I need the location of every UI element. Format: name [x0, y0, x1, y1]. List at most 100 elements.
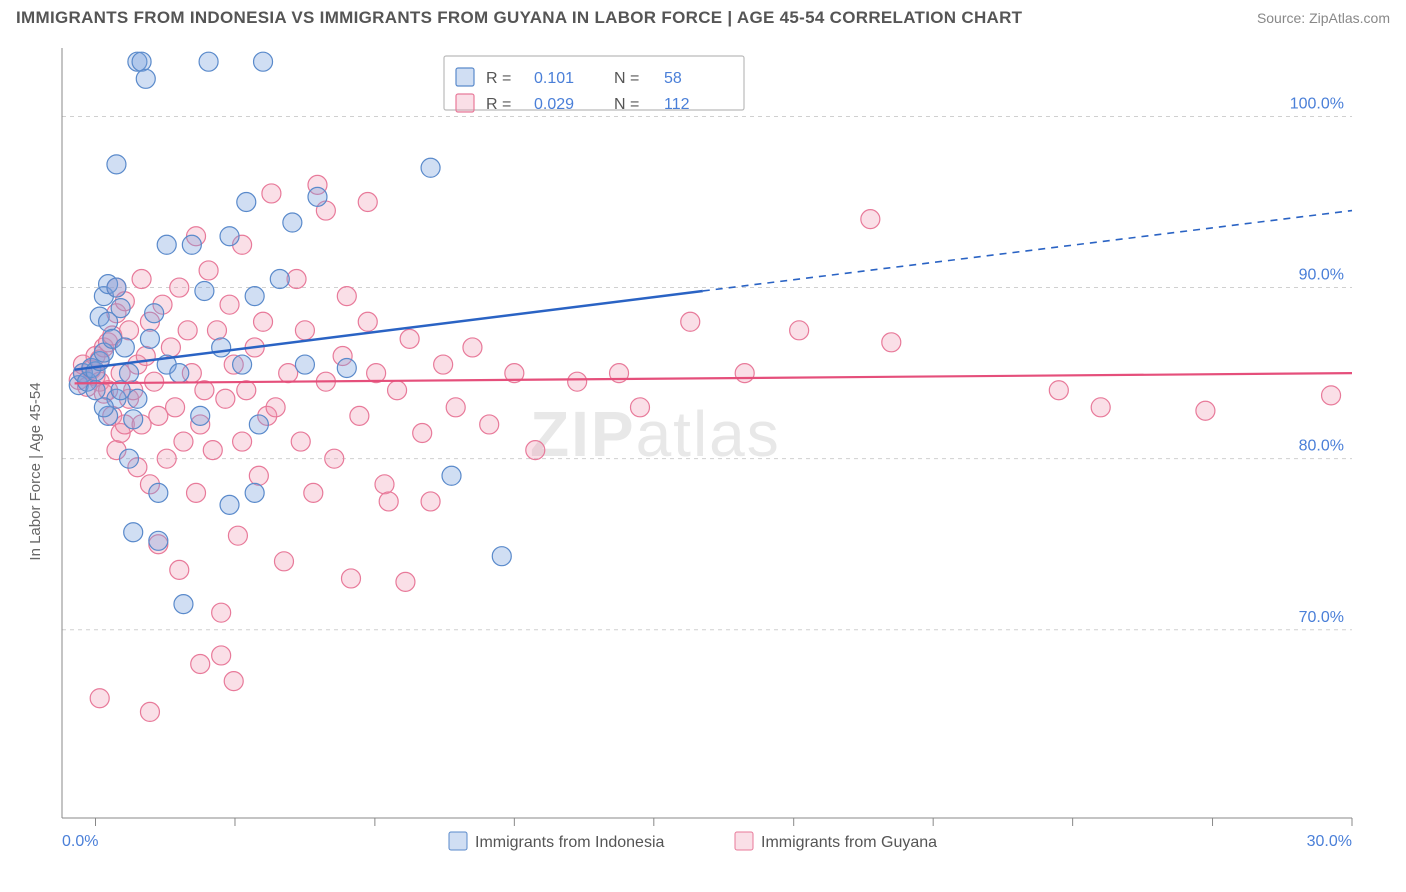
point-guyana	[413, 424, 432, 443]
legend-series-label: Immigrants from Indonesia	[475, 834, 665, 851]
point-guyana	[149, 406, 168, 425]
point-guyana	[1049, 381, 1068, 400]
point-indonesia	[145, 304, 164, 323]
point-guyana	[421, 492, 440, 511]
point-indonesia	[124, 410, 143, 429]
legend-r-value: 0.029	[534, 96, 574, 113]
y-axis-label: 90.0%	[1299, 267, 1344, 284]
y-axis-label: 100.0%	[1290, 95, 1344, 112]
point-guyana	[295, 321, 314, 340]
point-indonesia	[212, 338, 231, 357]
point-guyana	[203, 441, 222, 460]
point-indonesia	[174, 595, 193, 614]
legend-series: Immigrants from Indonesia Immigrants from…	[449, 832, 937, 851]
point-guyana	[1091, 398, 1110, 417]
y-axis-title: In Labor Force | Age 45-54	[27, 382, 44, 560]
point-guyana	[337, 287, 356, 306]
point-indonesia	[120, 364, 139, 383]
legend-n-label: N =	[614, 70, 639, 87]
point-guyana	[1322, 386, 1341, 405]
point-indonesia	[220, 495, 239, 514]
point-indonesia	[237, 193, 256, 212]
point-indonesia	[111, 299, 130, 318]
point-indonesia	[182, 235, 201, 254]
point-guyana	[568, 372, 587, 391]
point-guyana	[140, 702, 159, 721]
point-indonesia	[421, 158, 440, 177]
point-guyana	[287, 270, 306, 289]
point-guyana	[388, 381, 407, 400]
point-guyana	[212, 603, 231, 622]
point-guyana	[861, 210, 880, 229]
point-guyana	[341, 569, 360, 588]
point-guyana	[224, 672, 243, 691]
point-indonesia	[149, 531, 168, 550]
point-guyana	[249, 466, 268, 485]
point-guyana	[304, 483, 323, 502]
point-guyana	[187, 483, 206, 502]
y-axis-label: 70.0%	[1299, 609, 1344, 626]
point-indonesia	[107, 155, 126, 174]
point-indonesia	[442, 466, 461, 485]
point-guyana	[358, 312, 377, 331]
point-indonesia	[170, 364, 189, 383]
point-guyana	[170, 560, 189, 579]
point-indonesia	[124, 523, 143, 542]
point-indonesia	[254, 52, 273, 71]
point-guyana	[375, 475, 394, 494]
point-indonesia	[94, 398, 113, 417]
point-indonesia	[295, 355, 314, 374]
point-guyana	[216, 389, 235, 408]
trendline-indonesia-extrapolated	[703, 211, 1352, 291]
point-guyana	[446, 398, 465, 417]
point-guyana	[630, 398, 649, 417]
point-guyana	[120, 321, 139, 340]
point-guyana	[350, 406, 369, 425]
point-guyana	[157, 449, 176, 468]
point-guyana	[681, 312, 700, 331]
point-guyana	[178, 321, 197, 340]
point-guyana	[325, 449, 344, 468]
point-guyana	[279, 364, 298, 383]
point-indonesia	[245, 483, 264, 502]
point-indonesia	[115, 338, 134, 357]
point-guyana	[237, 381, 256, 400]
point-indonesia	[492, 547, 511, 566]
point-guyana	[480, 415, 499, 434]
point-indonesia	[249, 415, 268, 434]
legend-r-value: 0.101	[534, 70, 574, 87]
point-guyana	[291, 432, 310, 451]
point-guyana	[195, 381, 214, 400]
legend-series-label: Immigrants from Guyana	[761, 834, 937, 851]
point-guyana	[262, 184, 281, 203]
point-guyana	[367, 364, 386, 383]
legend-r-label: R =	[486, 96, 511, 113]
point-guyana	[207, 321, 226, 340]
point-guyana	[526, 441, 545, 460]
point-guyana	[790, 321, 809, 340]
point-indonesia	[337, 358, 356, 377]
point-indonesia	[132, 52, 151, 71]
legend-swatch	[449, 832, 467, 850]
point-indonesia	[191, 406, 210, 425]
point-indonesia	[195, 281, 214, 300]
point-guyana	[170, 278, 189, 297]
point-indonesia	[140, 329, 159, 348]
x-axis-label: 30.0%	[1307, 833, 1352, 850]
point-indonesia	[157, 235, 176, 254]
point-indonesia	[149, 483, 168, 502]
point-guyana	[132, 270, 151, 289]
y-axis-label: 80.0%	[1299, 438, 1344, 455]
legend-swatch	[456, 94, 474, 112]
point-guyana	[191, 655, 210, 674]
chart-title: IMMIGRANTS FROM INDONESIA VS IMMIGRANTS …	[16, 8, 1022, 28]
point-indonesia	[270, 270, 289, 289]
point-guyana	[379, 492, 398, 511]
point-indonesia	[220, 227, 239, 246]
point-guyana	[266, 398, 285, 417]
point-guyana	[161, 338, 180, 357]
point-guyana	[434, 355, 453, 374]
point-indonesia	[120, 449, 139, 468]
watermark: ZIPatlas	[530, 398, 781, 470]
point-guyana	[174, 432, 193, 451]
